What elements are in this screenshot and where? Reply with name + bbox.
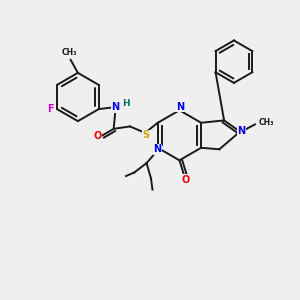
Text: H: H: [122, 99, 130, 108]
Text: N: N: [111, 102, 119, 112]
Text: CH₃: CH₃: [258, 118, 274, 127]
Text: N: N: [153, 144, 161, 154]
Text: O: O: [181, 175, 190, 185]
Text: F: F: [47, 104, 54, 114]
Text: N: N: [237, 126, 245, 136]
Text: CH₃: CH₃: [62, 48, 77, 57]
Text: N: N: [176, 102, 184, 112]
Text: O: O: [93, 131, 101, 141]
Text: S: S: [142, 130, 149, 140]
